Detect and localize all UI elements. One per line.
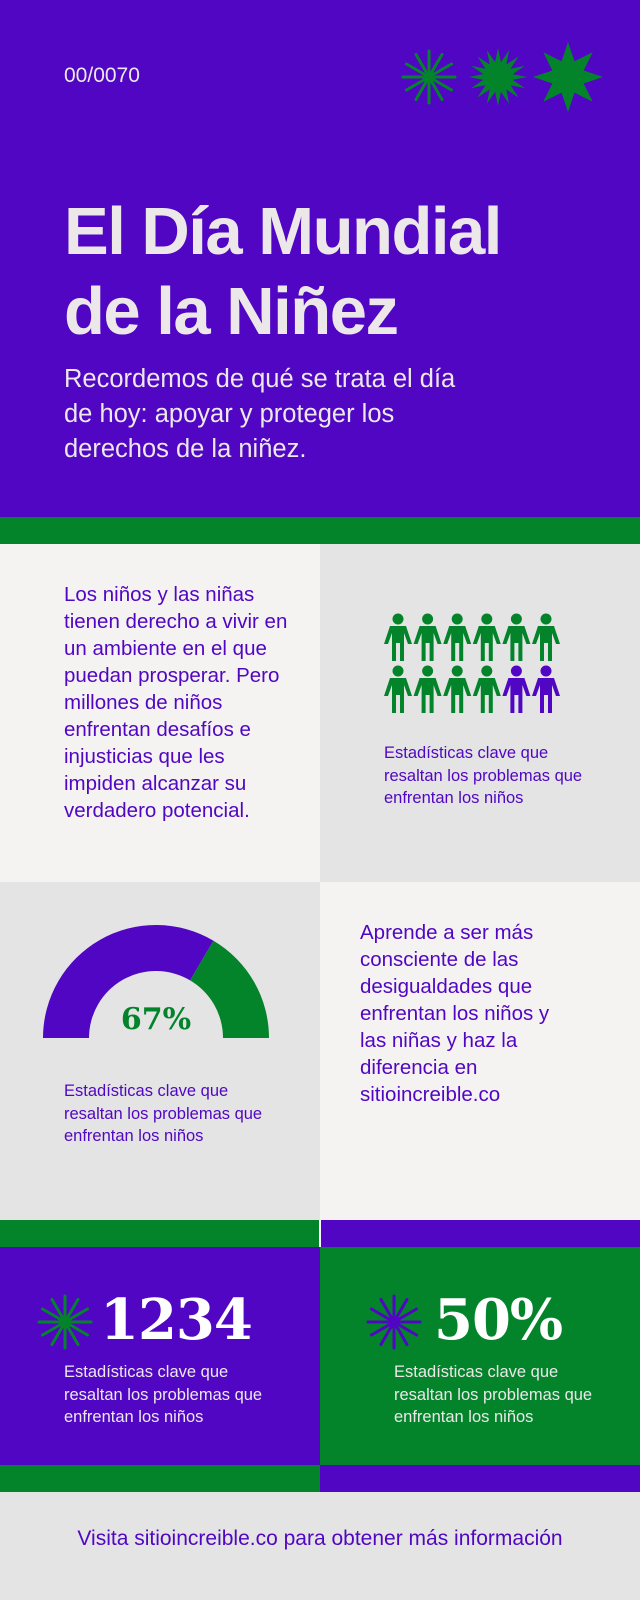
panel [320, 882, 640, 1220]
person-icon [413, 613, 442, 661]
band [321, 1220, 640, 1247]
gauge-label: 67% [120, 1002, 192, 1037]
person-icon [443, 665, 472, 713]
star [533, 42, 603, 112]
band [0, 1220, 319, 1247]
title: El Día Mundial de la Niñez [64, 194, 502, 349]
header-bg [0, 0, 640, 517]
person-icon [413, 665, 442, 713]
star [404, 62, 454, 92]
person-icon [502, 613, 531, 661]
pictogram-caption: Estadísticas clave que resaltan los prob… [384, 744, 583, 807]
footer-bg [0, 1492, 640, 1600]
intro-text: Los niños y las niñas tienen derecho a v… [64, 583, 288, 822]
footer-text: Visita sitioincreible.co para obtener má… [77, 1527, 563, 1550]
band [320, 1465, 640, 1492]
star [469, 48, 527, 106]
person-icon [384, 665, 412, 713]
stat-caption: Estadísticas clave que resaltan los prob… [64, 1363, 263, 1426]
stat-value: 50% [434, 1287, 563, 1353]
awareness-text: Aprende a ser más consciente de las desi… [360, 921, 550, 1106]
gauge-rest [190, 940, 269, 1038]
stat-panel [320, 1247, 640, 1465]
person-icon [472, 613, 501, 661]
person-icon [532, 665, 560, 713]
person-icon [532, 613, 560, 661]
code: 00/0070 [64, 64, 140, 87]
panel [320, 544, 640, 882]
star [369, 1307, 419, 1337]
person-icon [384, 613, 412, 661]
stat-panel [0, 1247, 320, 1465]
stat-value: 1234 [100, 1287, 253, 1353]
person-icon [502, 665, 531, 713]
panel [0, 544, 320, 882]
band [0, 517, 640, 544]
person-icon [443, 613, 472, 661]
gauge-arc [43, 925, 214, 1038]
person-icon [472, 665, 501, 713]
gauge-caption: Estadísticas clave que resaltan los prob… [64, 1082, 263, 1145]
star [40, 1307, 90, 1337]
subtitle: Recordemos de qué se trata el día de hoy… [64, 365, 456, 463]
band [0, 1465, 320, 1492]
stat-caption: Estadísticas clave que resaltan los prob… [394, 1363, 593, 1426]
